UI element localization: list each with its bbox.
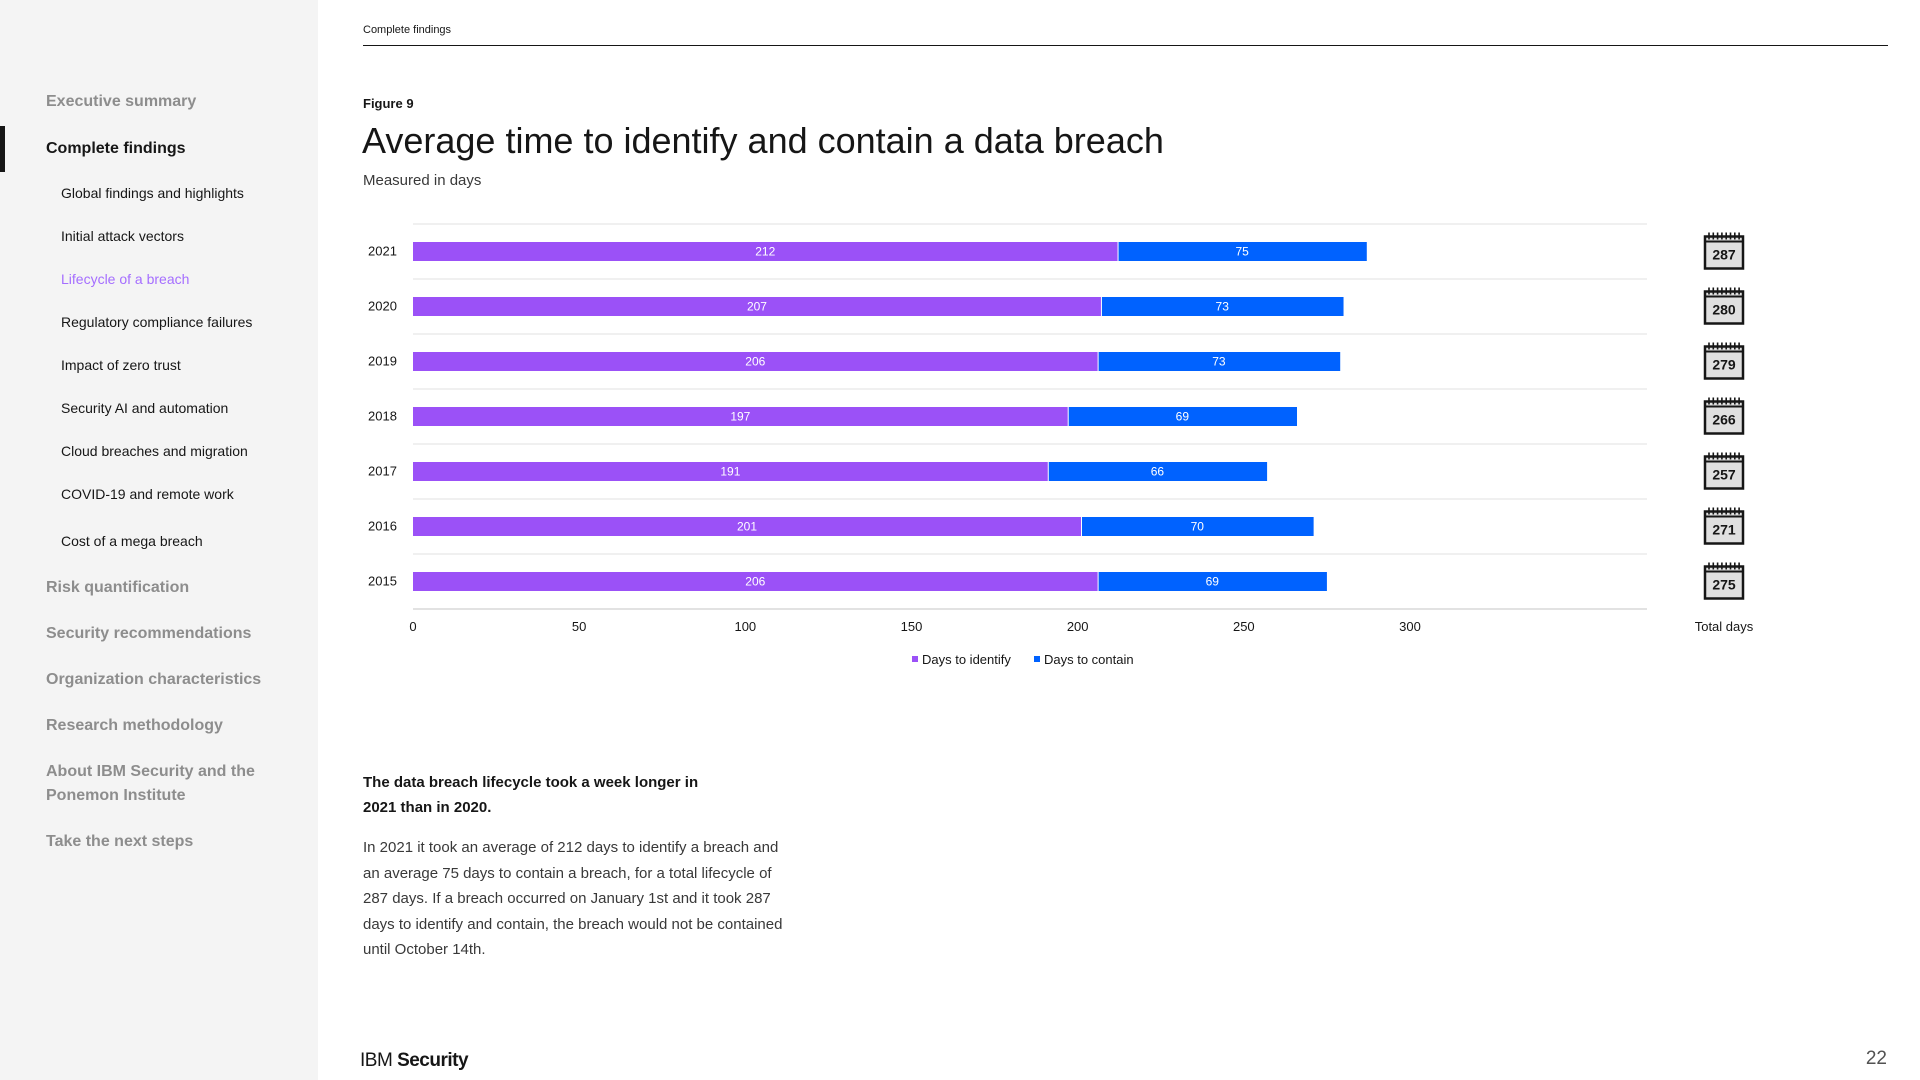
category-label-2020: 2020 [368, 299, 397, 314]
nav-sub-covid-remote-work[interactable]: COVID-19 and remote work [61, 486, 234, 502]
page-number: 22 [1865, 1048, 1887, 1069]
bar-contain-2017 [1048, 462, 1268, 481]
x-tick-150: 150 [901, 619, 923, 634]
x-tick-250: 250 [1233, 619, 1255, 634]
nav-complete-findings[interactable]: Complete findings [46, 140, 186, 157]
total-days-2020: 280 [1712, 302, 1736, 318]
calendar-icon [1703, 232, 1745, 270]
nav-sub-lifecycle-of-a-breach[interactable]: Lifecycle of a breach [61, 271, 190, 287]
bar-contain-2019 [1098, 352, 1341, 371]
data-label-identify-2017: 191 [720, 465, 740, 479]
nav-executive-summary[interactable]: Executive summary [46, 93, 197, 110]
figure-label: Figure 9 [363, 96, 414, 111]
bar-contain-2020 [1101, 297, 1344, 316]
total-days-2015: 275 [1712, 577, 1736, 593]
data-label-contain-2017: 66 [1151, 465, 1165, 479]
total-days-2019: 279 [1712, 357, 1736, 373]
sidebar: Executive summary Complete findings Glob… [0, 0, 318, 1080]
bar-identify-2015 [413, 572, 1098, 591]
nav-take-next-steps[interactable]: Take the next steps [46, 833, 194, 850]
figure-title: Average time to identify and contain a d… [362, 120, 1164, 161]
bar-contain-2016 [1081, 517, 1314, 536]
legend-label-contain: Days to contain [1044, 652, 1134, 667]
nav-security-recommendations[interactable]: Security recommendations [46, 625, 252, 642]
summary-heading: The data breach lifecycle took a week lo… [363, 774, 699, 816]
brand-ibm: IBM [360, 1050, 393, 1071]
nav-sub-security-ai[interactable]: Security AI and automation [61, 400, 229, 416]
calendar-icon [1703, 452, 1745, 490]
x-tick-50: 50 [572, 619, 586, 634]
category-label-2017: 2017 [368, 464, 397, 479]
data-label-contain-2018: 69 [1176, 410, 1190, 424]
figure-subtitle: Measured in days [363, 172, 482, 189]
category-label-2018: 2018 [368, 409, 397, 424]
active-indicator [0, 126, 5, 172]
nav-organization-characteristics[interactable]: Organization characteristics [46, 671, 262, 688]
breach-lifecycle-chart: 2021 212 75 287 2020 207 73 280 2019 206 73 279 2018… [368, 223, 1754, 667]
x-tick-0: 0 [409, 619, 416, 634]
legend-swatch-identify [912, 656, 918, 662]
calendar-icon [1703, 397, 1745, 435]
calendar-icon [1703, 562, 1745, 600]
bar-identify-2018 [413, 407, 1068, 426]
data-label-identify-2018: 197 [730, 410, 750, 424]
nav-sub-global-findings[interactable]: Global findings and highlights [61, 185, 244, 201]
category-label-2019: 2019 [368, 354, 397, 369]
totals-axis-label: Total days [1695, 619, 1754, 634]
data-label-contain-2021: 75 [1235, 245, 1249, 259]
data-label-contain-2016: 70 [1191, 520, 1205, 534]
legend-label-identify: Days to identify [922, 652, 1011, 667]
brand-security: Security [397, 1050, 469, 1071]
data-label-identify-2016: 201 [737, 520, 757, 534]
bar-identify-2016 [413, 517, 1081, 536]
data-label-identify-2021: 212 [755, 245, 775, 259]
nav-sub-cloud-breaches[interactable]: Cloud breaches and migration [61, 443, 248, 459]
bar-identify-2020 [413, 297, 1101, 316]
calendar-icon [1703, 342, 1745, 380]
data-label-identify-2019: 206 [745, 355, 765, 369]
header-rule [363, 45, 1888, 46]
bar-contain-2021 [1118, 242, 1367, 261]
category-label-2021: 2021 [368, 244, 397, 259]
category-label-2016: 2016 [368, 519, 397, 534]
data-label-identify-2015: 206 [745, 575, 765, 589]
data-label-contain-2015: 69 [1206, 575, 1220, 589]
nav-research-methodology[interactable]: Research methodology [46, 717, 223, 734]
nav-sub-initial-attack-vectors[interactable]: Initial attack vectors [61, 228, 184, 244]
bar-contain-2015 [1098, 572, 1327, 591]
ibm-security-logo: IBM Security [360, 1050, 469, 1072]
bar-contain-2018 [1068, 407, 1298, 426]
x-tick-100: 100 [734, 619, 756, 634]
calendar-icon [1703, 507, 1745, 545]
summary-body: In 2021 it took an average of 212 days t… [363, 839, 783, 958]
total-days-2018: 266 [1712, 412, 1736, 428]
section-label: Complete findings [363, 24, 452, 36]
nav-sub-mega-breach[interactable]: Cost of a mega breach [61, 533, 203, 549]
bar-identify-2021 [413, 242, 1118, 261]
calendar-icon [1703, 287, 1745, 325]
nav-sub-regulatory-compliance[interactable]: Regulatory compliance failures [61, 314, 253, 330]
nav-about-ibm-ponemon[interactable]: About IBM Security and the Ponemon Insti… [46, 763, 255, 804]
total-days-2021: 287 [1712, 247, 1736, 263]
data-label-contain-2019: 73 [1212, 355, 1226, 369]
x-tick-300: 300 [1399, 619, 1421, 634]
category-label-2015: 2015 [368, 574, 397, 589]
nav-sub-zero-trust[interactable]: Impact of zero trust [61, 357, 181, 373]
nav-risk-quantification[interactable]: Risk quantification [46, 579, 190, 596]
bar-identify-2017 [413, 462, 1048, 481]
total-days-2017: 257 [1712, 467, 1736, 483]
bar-identify-2019 [413, 352, 1098, 371]
total-days-2016: 271 [1712, 522, 1736, 538]
x-tick-200: 200 [1067, 619, 1089, 634]
legend-swatch-contain [1034, 656, 1040, 662]
data-label-identify-2020: 207 [747, 300, 767, 314]
data-label-contain-2020: 73 [1216, 300, 1230, 314]
